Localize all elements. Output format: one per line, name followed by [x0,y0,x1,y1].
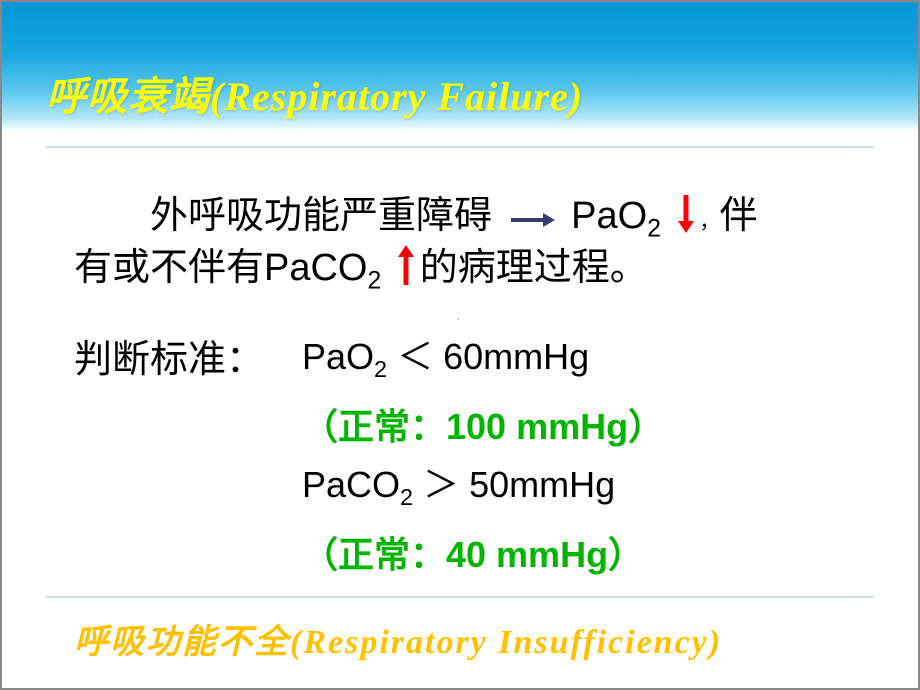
paco2-crit-label: PaCO [302,464,400,505]
body-tail-1: 伴 [720,195,758,237]
center-dot: . [457,312,460,323]
indent [74,195,150,237]
body-text-2a: 有或不伴有PaCO [74,247,367,289]
paco2-crit-sub: 2 [400,484,413,510]
pao2-sub: 2 [647,216,661,243]
pao2-crit-sub: 2 [374,356,387,382]
body-text-2b: 的病理过程。 [420,247,648,289]
slide-title: 呼吸衰竭(Respiratory Failure) [46,64,583,122]
paco2-normal: （正常：40 mmHg） [302,526,664,584]
body-line-2: 有或不伴有PaCO2 的病理过程。 [74,236,648,296]
footer-title: 呼吸功能不全(Respiratory Insufficiency) [74,614,722,663]
criteria-label: 判断标准： [74,328,264,383]
bottom-divider [46,596,874,598]
pao2-crit-label: PaO [302,336,374,377]
top-divider [46,146,874,148]
body-line-1: 外呼吸功能严重障碍 PaO2 ，伴 [74,184,758,244]
pao2-label: PaO [571,195,647,237]
criteria-block: PaO2 ＜ 60mmHg （正常：100 mmHg） PaCO2 ＞ 50mm… [302,328,664,584]
paco2-criteria: PaCO2 ＞ 50mmHg [302,456,664,526]
paco2-sub: 2 [367,268,381,295]
slide-container: 呼吸衰竭(Respiratory Failure) 外呼吸功能严重障碍 PaO2… [0,0,920,690]
pao2-normal: （正常：100 mmHg） [302,398,664,456]
paco2-crit-op: ＞ 50mmHg [413,464,615,505]
arrow-right-icon [509,196,555,239]
pao2-criteria: PaO2 ＜ 60mmHg [302,328,664,398]
arrow-down-icon [676,193,696,243]
pao2-crit-op: ＜ 60mmHg [387,336,589,377]
body-text-1: 外呼吸功能严重障碍 [150,195,492,237]
arrow-up-icon [396,245,416,295]
small-comma: ， [700,211,720,233]
